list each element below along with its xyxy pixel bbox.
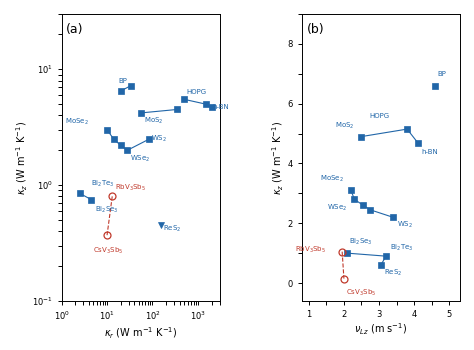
- Text: WS$_2$: WS$_2$: [152, 134, 168, 144]
- Text: WSe$_2$: WSe$_2$: [327, 202, 347, 212]
- Text: CsV$_3$Sb$_5$: CsV$_3$Sb$_5$: [93, 246, 124, 256]
- Text: HOPG: HOPG: [186, 89, 206, 95]
- Text: MoSe$_2$: MoSe$_2$: [320, 174, 344, 184]
- Text: RbV$_3$Sb$_5$: RbV$_3$Sb$_5$: [295, 245, 327, 255]
- Y-axis label: $\kappa_z$ (W m$^{-1}$ K$^{-1}$): $\kappa_z$ (W m$^{-1}$ K$^{-1}$): [271, 120, 286, 195]
- Text: Bi$_2$Se$_3$: Bi$_2$Se$_3$: [349, 237, 373, 247]
- X-axis label: $\nu_{Lz}$ (m s$^{-1}$): $\nu_{Lz}$ (m s$^{-1}$): [354, 322, 407, 337]
- Text: HOPG: HOPG: [369, 113, 390, 119]
- X-axis label: $\kappa_r$ (W m$^{-1}$ K$^{-1}$): $\kappa_r$ (W m$^{-1}$ K$^{-1}$): [104, 325, 177, 341]
- Text: h-BN: h-BN: [212, 104, 229, 110]
- Text: (b): (b): [307, 23, 324, 36]
- Text: Bi$_2$Te$_3$: Bi$_2$Te$_3$: [91, 179, 115, 189]
- Text: ReS$_2$: ReS$_2$: [163, 224, 181, 234]
- Y-axis label: $\kappa_z$ (W m$^{-1}$ K$^{-1}$): $\kappa_z$ (W m$^{-1}$ K$^{-1}$): [15, 120, 30, 195]
- Text: MoSe$_2$: MoSe$_2$: [65, 117, 89, 127]
- Text: MoS$_2$: MoS$_2$: [335, 120, 355, 131]
- Text: RbV$_3$Sb$_5$: RbV$_3$Sb$_5$: [115, 183, 146, 193]
- Text: BP: BP: [118, 78, 127, 84]
- Text: BP: BP: [437, 71, 446, 77]
- Text: Bi$_2$Se$_3$: Bi$_2$Se$_3$: [95, 204, 119, 215]
- Text: Bi$_2$Te$_3$: Bi$_2$Te$_3$: [390, 243, 413, 253]
- Text: WS$_2$: WS$_2$: [397, 220, 413, 231]
- Text: MoS$_2$: MoS$_2$: [144, 116, 164, 126]
- Text: ReS$_2$: ReS$_2$: [384, 268, 402, 278]
- Text: WSe$_2$: WSe$_2$: [130, 154, 150, 164]
- Text: CsV$_3$Sb$_5$: CsV$_3$Sb$_5$: [346, 288, 376, 298]
- Text: (a): (a): [66, 23, 84, 36]
- Text: h-BN: h-BN: [421, 148, 438, 155]
